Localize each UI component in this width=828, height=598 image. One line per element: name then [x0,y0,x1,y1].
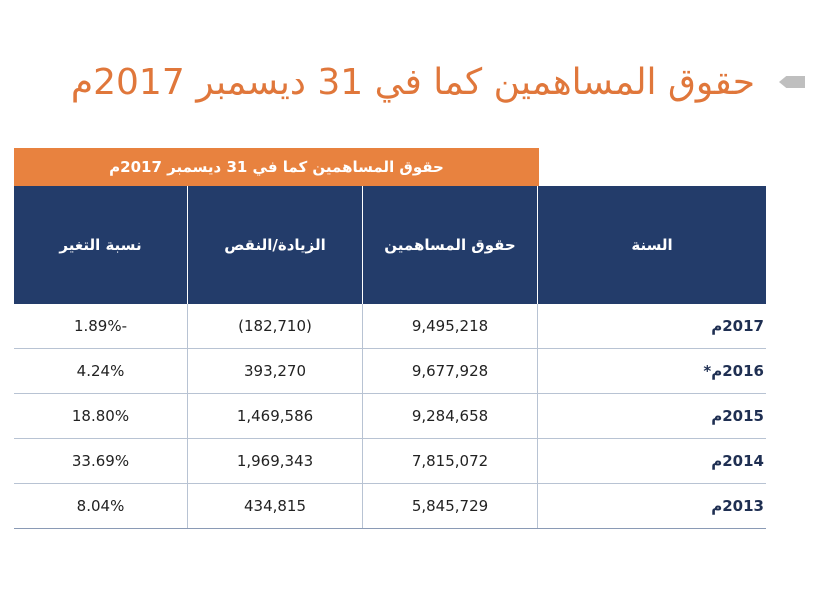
cell-year: 2015م [711,407,764,425]
arrow-bullet-icon [779,76,805,88]
cell-change: 434,815 [188,484,363,528]
cell-equity: 7,815,072 [363,439,538,483]
header-equity: حقوق المساهمين [363,186,538,304]
cell-change: 1,969,343 [188,439,363,483]
cell-rate: 4.24% [14,349,188,393]
table-caption: حقوق المساهمين كما في 31 ديسمبر 2017م [14,148,539,186]
header-year: السنة [631,236,673,254]
cell-year: 2014م [711,452,764,470]
cell-year: 2017م [711,317,764,335]
table-header: السنة حقوق المساهمين الزيادة/النقص نسبة … [14,186,766,304]
table-body: 2017م 9,495,218 (182,710) 1.89%- 2016م* … [14,304,766,529]
cell-year: 2016م* [703,362,764,380]
cell-equity: 9,284,658 [363,394,538,438]
page-header: حقوق المساهمين كما في 31 ديسمبر 2017م [70,52,805,112]
cell-rate: 1.89%- [14,304,188,348]
page-title: حقوق المساهمين كما في 31 ديسمبر 2017م [70,61,755,103]
header-change: الزيادة/النقص [188,186,363,304]
cell-equity: 5,845,729 [363,484,538,528]
cell-change: (182,710) [188,304,363,348]
cell-rate: 8.04% [14,484,188,528]
table-row: 2015م 9,284,658 1,469,586 18.80% [14,394,766,439]
cell-change: 393,270 [188,349,363,393]
cell-equity: 9,677,928 [363,349,538,393]
cell-rate: 18.80% [14,394,188,438]
table-row: 2014م 7,815,072 1,969,343 33.69% [14,439,766,484]
table-row: 2017م 9,495,218 (182,710) 1.89%- [14,304,766,349]
table-row: 2016م* 9,677,928 393,270 4.24% [14,349,766,394]
cell-change: 1,469,586 [188,394,363,438]
cell-year: 2013م [711,497,764,515]
cell-equity: 9,495,218 [363,304,538,348]
cell-rate: 33.69% [14,439,188,483]
header-rate: نسبة التغير [14,186,188,304]
table-row: 2013م 5,845,729 434,815 8.04% [14,484,766,529]
